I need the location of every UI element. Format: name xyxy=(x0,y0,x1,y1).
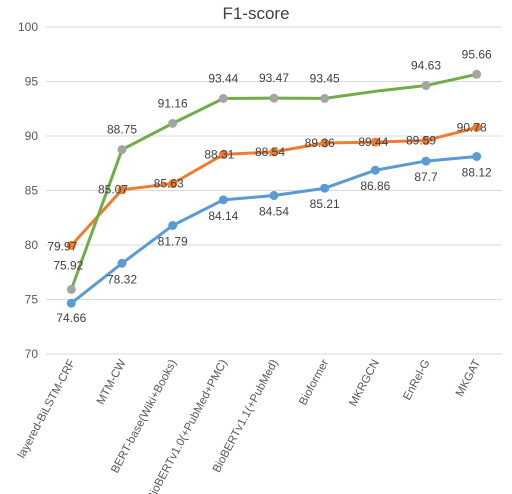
data-label: 75.92 xyxy=(53,258,83,272)
data-point xyxy=(66,240,76,250)
data-point xyxy=(320,93,330,103)
data-point xyxy=(269,93,279,103)
data-label: 90.78 xyxy=(457,120,487,134)
data-label: 89.36 xyxy=(305,136,335,150)
y-axis-ticks: 70 75 80 85 90 95 100 xyxy=(18,20,38,361)
data-label: 85.07 xyxy=(98,183,128,197)
data-label: 88.12 xyxy=(462,165,492,179)
data-point xyxy=(320,138,330,148)
data-point xyxy=(168,179,178,189)
data-point xyxy=(472,122,482,132)
data-point xyxy=(472,151,482,161)
data-label: 86.86 xyxy=(360,179,390,193)
data-label: 88.54 xyxy=(255,145,285,159)
data-labels: 74.66 78.32 81.79 84.14 84.54 85.21 86.86 87.7 8… xyxy=(47,47,492,325)
data-point xyxy=(66,284,76,294)
data-point xyxy=(218,149,228,159)
data-point xyxy=(370,137,380,147)
data-point xyxy=(269,147,279,157)
data-label: 93.44 xyxy=(208,72,238,86)
data-label: 81.79 xyxy=(158,234,188,248)
data-label: 85.63 xyxy=(154,177,184,191)
data-label: 94.63 xyxy=(411,59,441,73)
chart-title: F1-score xyxy=(222,4,289,23)
y-tick-label: 70 xyxy=(25,347,39,361)
data-point xyxy=(472,69,482,79)
x-tick-label: layered-BiLSTM-CRF xyxy=(16,358,78,461)
data-label: 87.7 xyxy=(414,170,438,184)
data-label: 74.66 xyxy=(56,311,86,325)
data-point xyxy=(218,94,228,104)
data-label: 93.47 xyxy=(259,71,289,85)
x-tick-label: MTM-CW xyxy=(95,358,129,407)
data-point xyxy=(168,220,178,230)
x-tick-label: MKGAT xyxy=(454,358,483,399)
data-label: 84.54 xyxy=(259,205,289,219)
data-label: 88.75 xyxy=(107,123,137,137)
data-point xyxy=(117,185,127,195)
x-tick-label: Bioformer xyxy=(297,358,331,408)
y-tick-label: 95 xyxy=(25,75,39,89)
data-point xyxy=(269,191,279,201)
series-lines xyxy=(69,72,479,305)
data-point xyxy=(421,135,431,145)
y-tick-label: 85 xyxy=(25,184,39,198)
data-label: 84.14 xyxy=(208,209,238,223)
data-label: 93.45 xyxy=(310,71,340,85)
data-label: 88.31 xyxy=(204,147,234,161)
data-label: 95.66 xyxy=(462,47,492,61)
data-point xyxy=(320,183,330,193)
data-label: 89.59 xyxy=(406,133,436,147)
x-tick-label: MKRGCN xyxy=(347,358,382,409)
data-label: 85.21 xyxy=(310,197,340,211)
data-point xyxy=(168,118,178,128)
data-point xyxy=(117,145,127,155)
data-label: 91.16 xyxy=(158,96,188,110)
data-label: 78.32 xyxy=(107,272,137,286)
data-point xyxy=(421,81,431,91)
y-tick-label: 75 xyxy=(25,293,39,307)
data-label: 79.97 xyxy=(47,239,77,253)
x-tick-label: EnRel-G xyxy=(401,358,432,403)
data-point xyxy=(370,165,380,175)
data-label: 89.44 xyxy=(358,135,388,149)
data-point xyxy=(66,298,76,308)
series-markers xyxy=(66,69,482,308)
data-point xyxy=(117,258,127,268)
data-point xyxy=(421,156,431,166)
y-tick-label: 90 xyxy=(25,129,39,143)
data-point xyxy=(218,195,228,205)
y-tick-label: 100 xyxy=(18,20,38,34)
x-axis-categories: layered-BiLSTM-CRF MTM-CWBERT-base(Wiki+B… xyxy=(16,358,484,494)
y-tick-label: 80 xyxy=(25,238,39,252)
